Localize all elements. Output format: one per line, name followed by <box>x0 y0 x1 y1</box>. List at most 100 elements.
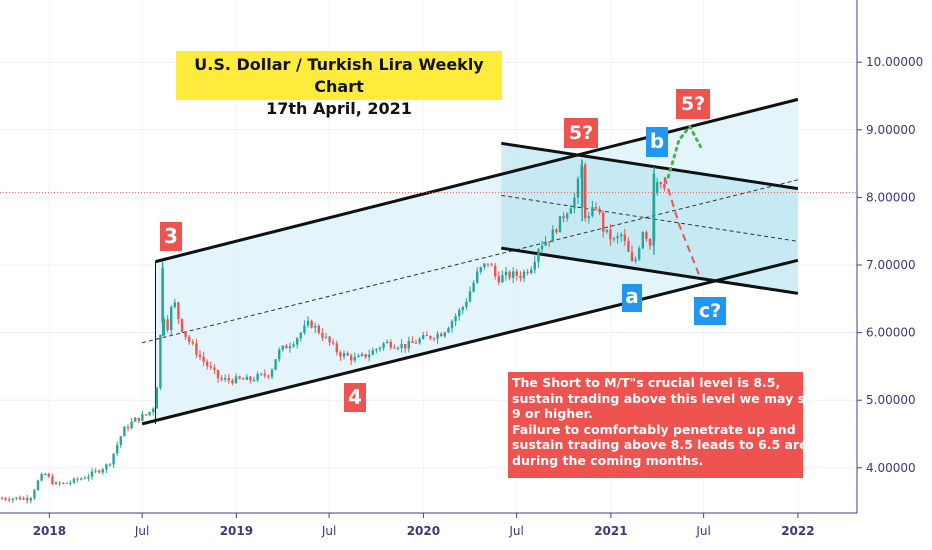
candle-body <box>119 436 122 445</box>
x-tick-label: Jul <box>134 524 149 538</box>
candle-body <box>429 336 432 339</box>
candle-body <box>659 182 662 185</box>
candle-body <box>418 338 421 344</box>
candle-body <box>508 271 511 278</box>
candle-body <box>195 343 198 355</box>
candle-body <box>224 378 227 380</box>
candle-body <box>324 336 328 338</box>
candle-body <box>51 476 54 485</box>
candle-body <box>645 232 648 239</box>
candle-body <box>587 216 590 219</box>
x-tick-label: Jul <box>508 524 523 538</box>
candle-body <box>161 268 164 323</box>
x-tick-label: 2019 <box>220 524 253 538</box>
candle-body <box>317 325 320 333</box>
candle-body <box>447 328 450 333</box>
candle-body <box>598 208 601 213</box>
candle-body <box>177 302 180 319</box>
candle-body <box>202 356 205 362</box>
candle-body <box>555 229 558 233</box>
candle-body <box>256 374 259 381</box>
candle-body <box>371 350 374 355</box>
candle-body <box>504 271 508 276</box>
candle-body <box>87 476 90 479</box>
candle-body <box>11 498 14 501</box>
candle-body <box>137 417 140 421</box>
analysis-note: The Short to M/T"s crucial level is 8.5,… <box>508 372 823 478</box>
candle-body <box>40 474 43 481</box>
candle-body <box>206 361 209 367</box>
candle-body <box>328 336 331 343</box>
candle-body <box>69 482 72 484</box>
candle-body <box>652 173 656 242</box>
candle-body <box>591 207 594 217</box>
candle-body <box>623 234 626 241</box>
candle-body <box>544 241 547 246</box>
candle-body <box>332 342 335 344</box>
candle-body <box>422 335 425 339</box>
candle-body <box>274 359 277 370</box>
candle-body <box>386 341 389 344</box>
candle-body <box>663 184 666 189</box>
candle-body <box>321 332 324 338</box>
candle-body <box>80 478 83 480</box>
candle-body <box>188 336 191 342</box>
candle-body <box>134 417 137 422</box>
candle-body <box>634 259 637 262</box>
candle-body <box>465 301 468 308</box>
candle-body <box>580 166 584 208</box>
candle-body <box>249 376 252 381</box>
x-tick-label: 2021 <box>594 524 627 538</box>
candle-body <box>108 464 112 466</box>
candle-body <box>620 234 623 237</box>
candle-body <box>364 353 367 358</box>
candle-body <box>47 473 50 477</box>
candle-body <box>101 469 104 473</box>
candle-body <box>22 497 25 500</box>
candle-body <box>36 480 40 491</box>
candle-body <box>90 471 94 477</box>
candle-body <box>346 353 349 356</box>
candle-body <box>184 331 187 337</box>
candle-body <box>65 482 68 484</box>
secondary-channel-upper-line <box>501 141 799 191</box>
wave-b-label: b <box>646 127 668 157</box>
candle-body <box>260 373 263 375</box>
candle-body <box>281 345 284 350</box>
secondary-channel-midline <box>501 194 798 242</box>
candle-body <box>533 261 536 270</box>
candle-body <box>148 411 151 415</box>
candle-body <box>576 178 580 198</box>
candle-body <box>454 316 457 322</box>
chart-title-box: U.S. Dollar / Turkish Lira Weekly Chart … <box>176 51 502 118</box>
candle-body <box>162 319 166 335</box>
candle-body <box>170 307 173 331</box>
candle-body <box>357 355 360 358</box>
candle-body <box>360 353 364 356</box>
note-line: sustain trading above 8.5 leads to 6.5 a… <box>512 437 817 452</box>
note-line: 9 or higher. <box>512 406 593 421</box>
candle-body <box>630 251 634 262</box>
candle-body <box>105 464 108 470</box>
candle-body <box>486 263 490 265</box>
candle-body <box>522 271 526 279</box>
y-tick-label: 7.00000 <box>866 258 916 272</box>
candle-body <box>472 282 475 292</box>
candle-body <box>494 265 497 277</box>
chart-subtitle: 17th April, 2021 <box>266 99 412 118</box>
candle-body <box>558 216 562 233</box>
candle-body <box>396 348 400 350</box>
candle-body <box>285 345 288 349</box>
note-line: sustain trading above this level we may … <box>512 390 823 406</box>
candle-body <box>490 264 493 266</box>
candle-body <box>126 427 130 429</box>
candle-body <box>404 344 407 349</box>
candle-body <box>566 213 569 219</box>
candle-body <box>436 333 439 339</box>
candle-body <box>627 240 630 252</box>
candle-body <box>602 212 605 232</box>
y-tick-label: 5.00000 <box>866 393 916 407</box>
candle-body <box>540 245 544 250</box>
candle-body <box>191 341 194 344</box>
candle-body <box>458 309 461 317</box>
